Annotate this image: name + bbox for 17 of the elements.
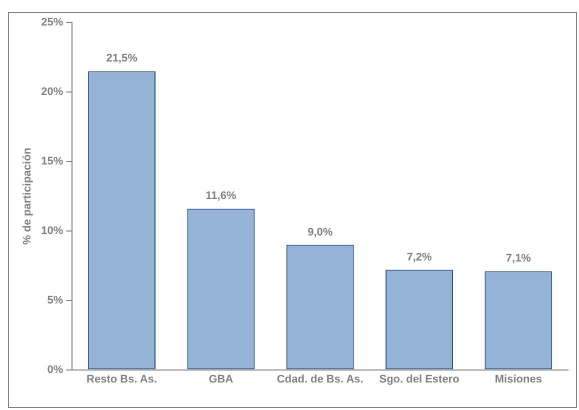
data-label: 7,1% <box>506 252 532 265</box>
x-tick-label: GBA <box>208 373 234 386</box>
y-tick-label: 15% <box>41 156 64 168</box>
y-tick-label: 20% <box>41 86 64 98</box>
x-tick-label: Cdad. de Bs. As. <box>276 373 364 386</box>
y-tick-label: 0% <box>47 364 64 376</box>
y-axis-title: % de participación <box>22 147 34 245</box>
x-tick-label: Misiones <box>494 373 542 386</box>
data-label: 11,6% <box>206 190 236 202</box>
y-tick-label: 5% <box>47 294 64 306</box>
data-label: 21,5% <box>106 52 138 65</box>
x-tick-label: Sgo. del Estero <box>379 373 460 386</box>
data-label: 9,0% <box>308 226 333 238</box>
y-tick-label: 25% <box>41 16 64 29</box>
x-tick-label: Resto Bs. As. <box>86 373 158 386</box>
y-tick-label: 10% <box>41 224 64 237</box>
data-label: 7,2% <box>406 251 432 264</box>
